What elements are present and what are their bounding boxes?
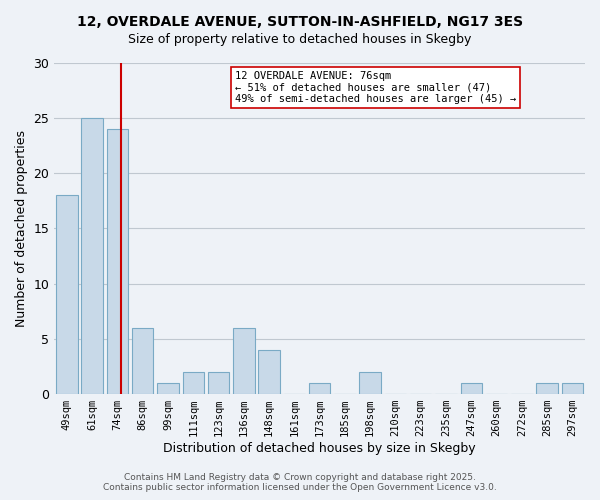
Text: 12 OVERDALE AVENUE: 76sqm
← 51% of detached houses are smaller (47)
49% of semi-: 12 OVERDALE AVENUE: 76sqm ← 51% of detac… xyxy=(235,71,516,104)
Bar xyxy=(82,118,103,394)
Bar xyxy=(536,383,558,394)
Text: 12, OVERDALE AVENUE, SUTTON-IN-ASHFIELD, NG17 3ES: 12, OVERDALE AVENUE, SUTTON-IN-ASHFIELD,… xyxy=(77,15,523,29)
Bar xyxy=(309,383,331,394)
Bar xyxy=(233,328,254,394)
Text: Size of property relative to detached houses in Skegby: Size of property relative to detached ho… xyxy=(128,32,472,46)
Bar xyxy=(461,383,482,394)
Bar xyxy=(107,129,128,394)
Text: Contains HM Land Registry data © Crown copyright and database right 2025.
Contai: Contains HM Land Registry data © Crown c… xyxy=(103,473,497,492)
Bar xyxy=(56,195,77,394)
Bar xyxy=(132,328,154,394)
Bar xyxy=(157,383,179,394)
Bar xyxy=(359,372,381,394)
Y-axis label: Number of detached properties: Number of detached properties xyxy=(15,130,28,327)
Bar xyxy=(562,383,583,394)
Bar xyxy=(259,350,280,394)
Bar xyxy=(208,372,229,394)
Bar xyxy=(182,372,204,394)
X-axis label: Distribution of detached houses by size in Skegby: Distribution of detached houses by size … xyxy=(163,442,476,455)
